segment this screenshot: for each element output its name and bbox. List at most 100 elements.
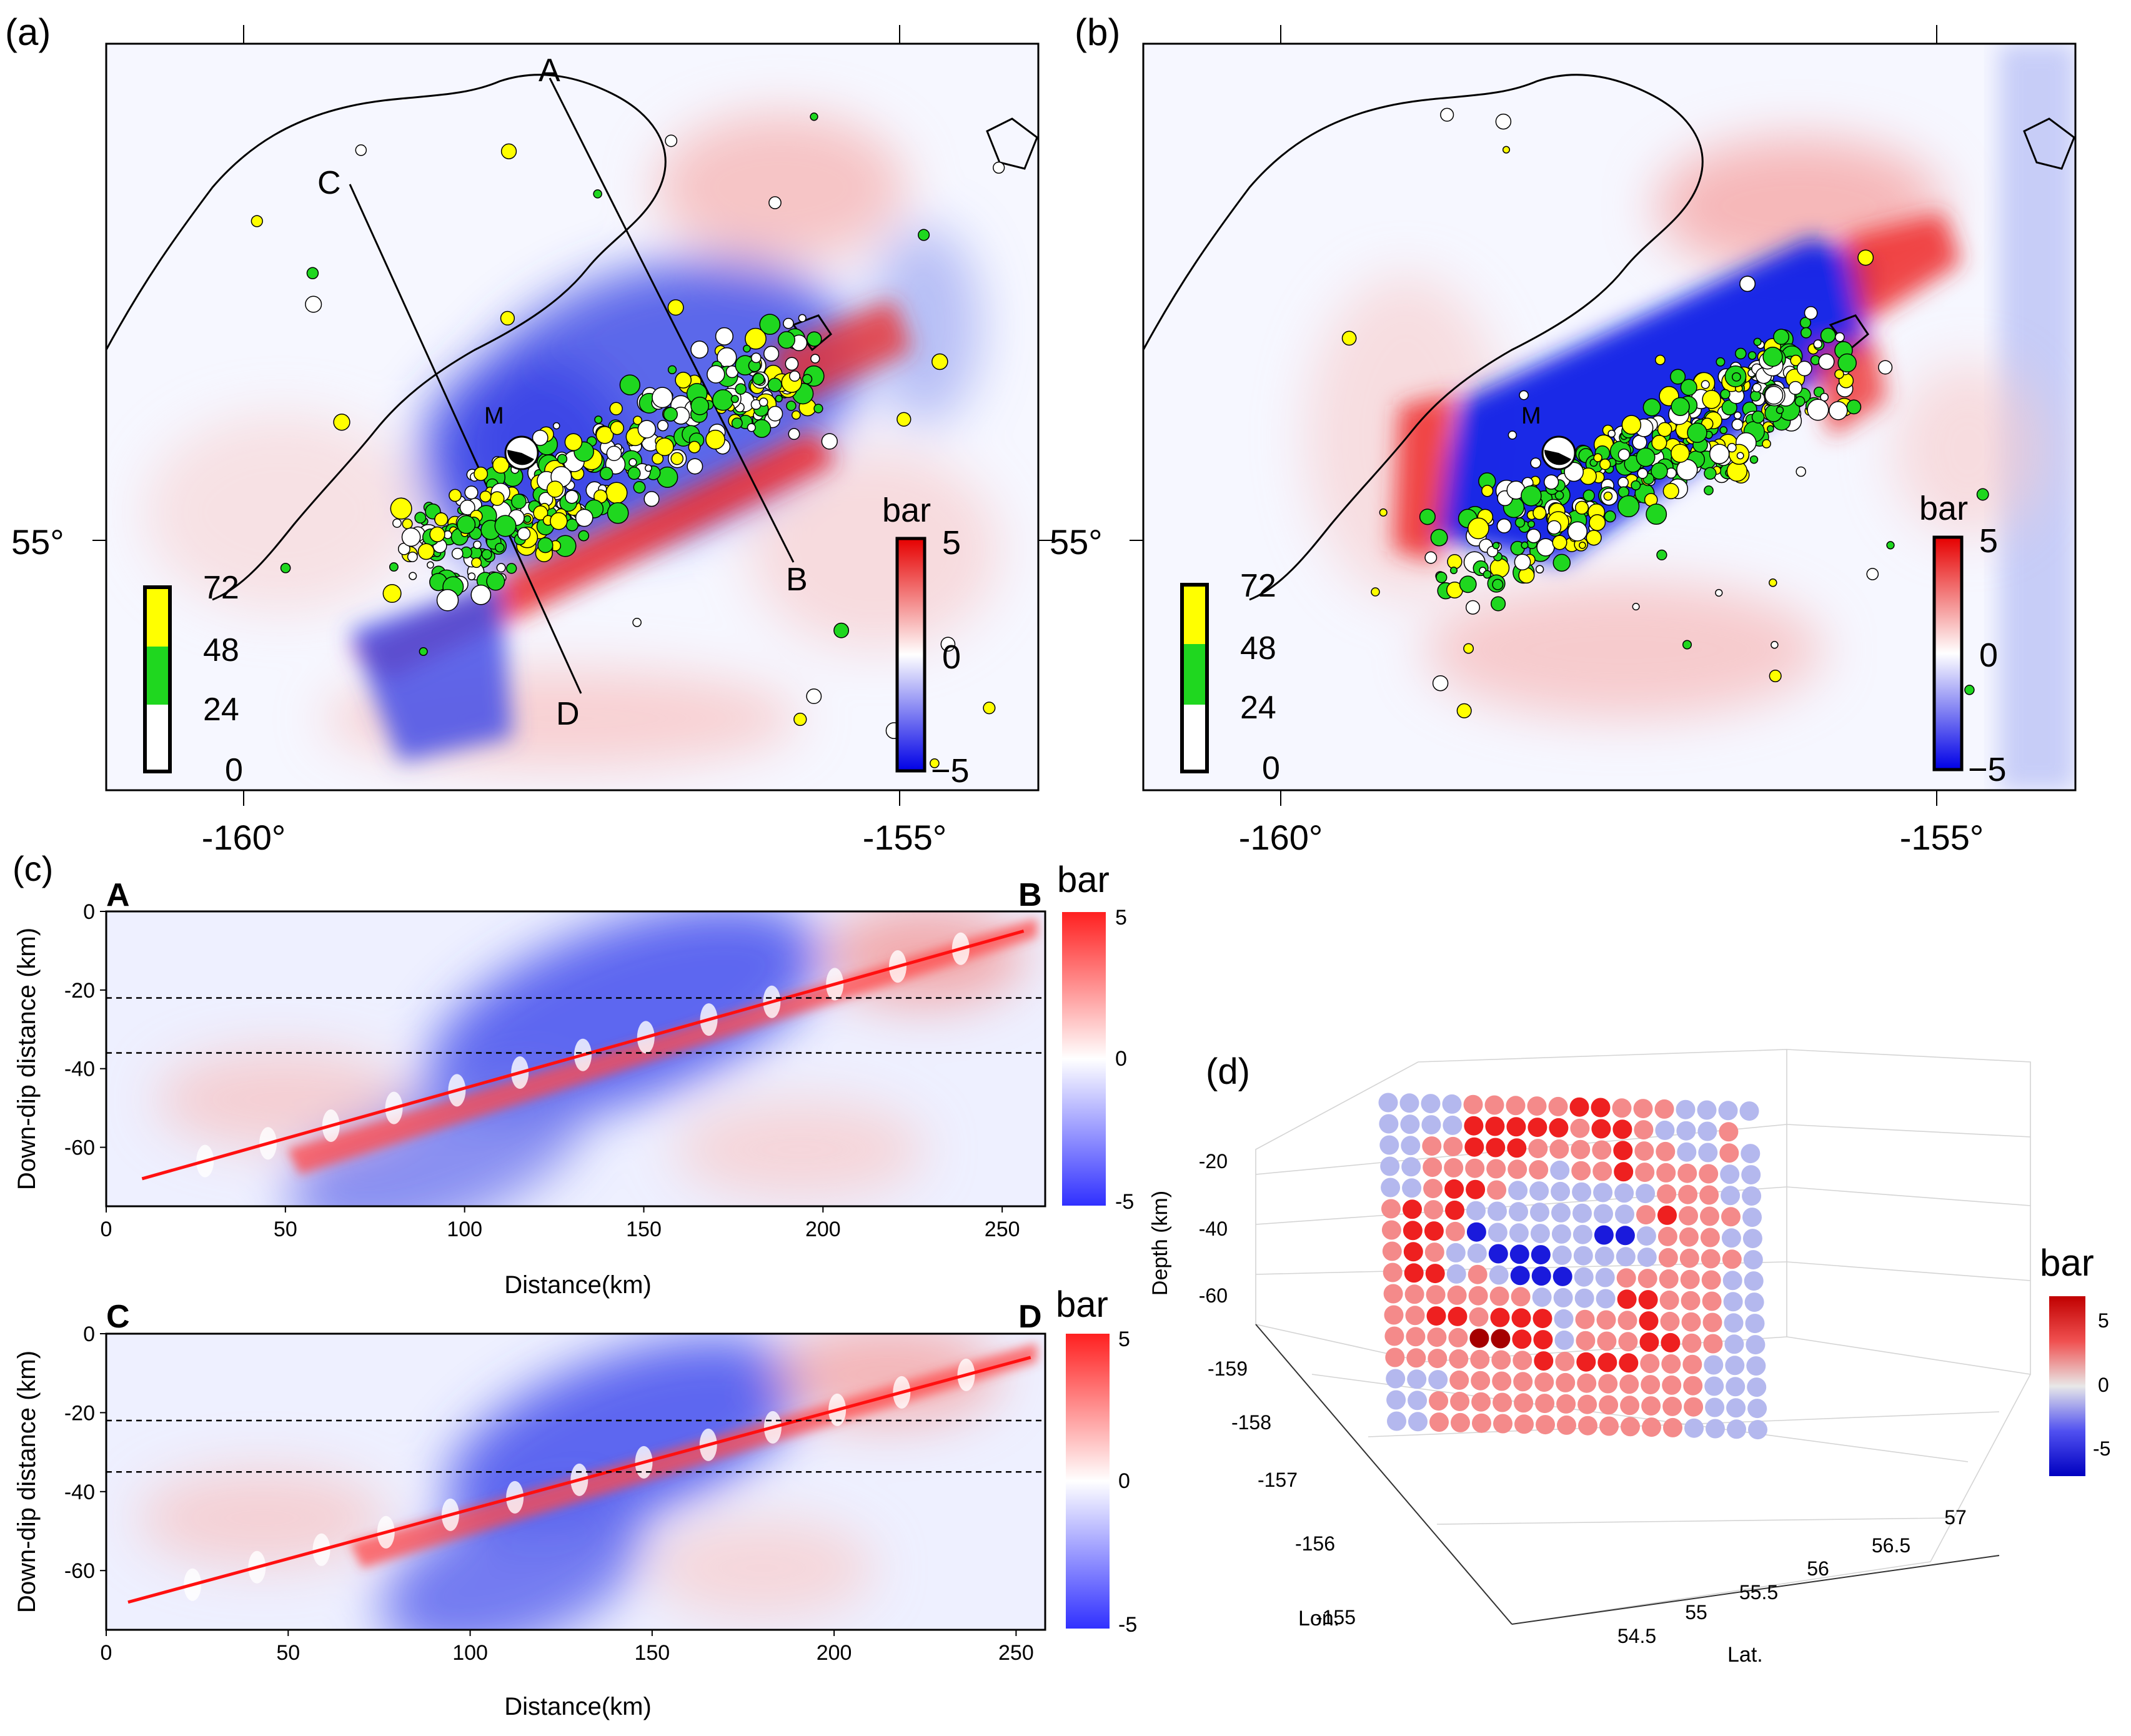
cd-cbar-tick-neg5: -5 [1118, 1613, 1137, 1637]
earthquake-dot [1547, 520, 1562, 535]
stress-dot [1719, 1122, 1739, 1142]
earthquake-dot [1468, 517, 1489, 540]
earthquake-dot [1878, 360, 1893, 375]
earthquake-dot [1773, 329, 1790, 345]
earthquake-dot [1671, 444, 1690, 463]
earthquake-dot [1651, 435, 1667, 451]
earthquake-dot [619, 374, 640, 395]
earthquake-dot [486, 572, 505, 591]
cd-x-tick-label: 100 [452, 1641, 488, 1665]
earthquake-dot [1519, 390, 1529, 400]
earthquake-dot [1636, 447, 1656, 467]
earthquake-dot [783, 317, 794, 329]
stress-dot [1399, 1093, 1419, 1113]
earthquake-dot [745, 327, 767, 350]
ab-x-tick-label: 50 [274, 1218, 297, 1241]
stress-dot [1444, 1179, 1464, 1199]
earthquake-dot [1739, 275, 1756, 292]
stress-dot [1386, 1390, 1406, 1410]
earthquake-dot [707, 365, 725, 384]
stress-dot [1570, 1118, 1590, 1138]
stress-dot [1721, 1207, 1741, 1227]
earthquake-dot [409, 572, 417, 580]
stress-dot [1620, 1396, 1640, 1416]
earthquake-dot [595, 425, 614, 444]
earthquake-dot [1731, 372, 1741, 382]
stress-dot [1552, 1245, 1572, 1265]
earthquake-dot [1536, 538, 1555, 557]
earthquake-dot [1449, 567, 1458, 575]
panel-d-zlabel: Depth (km) [1148, 1191, 1172, 1296]
stress-dot [1592, 1161, 1612, 1181]
earthquake-dot [1586, 530, 1602, 546]
earthquake-dot [1621, 415, 1642, 435]
earthquake-dot [1671, 397, 1690, 417]
stress-dot [1677, 1163, 1697, 1183]
earthquake-dot [1593, 453, 1602, 462]
stress-dot [1705, 1397, 1725, 1417]
d-depth-tick-label: -60 [1199, 1284, 1228, 1307]
earthquake-dot [1341, 330, 1357, 346]
d-lat-tick-label: 57 [1944, 1506, 1967, 1529]
stress-dot [1527, 1118, 1547, 1138]
earthquake-dot [1735, 347, 1747, 360]
stress-dot [1532, 1309, 1552, 1329]
stress-dot [1576, 1352, 1596, 1372]
earthquake-dot [777, 331, 795, 349]
stress-dot [1404, 1284, 1424, 1304]
earthquake-dot [786, 400, 797, 411]
stress-dot [1722, 1271, 1742, 1291]
stress-dot [1378, 1093, 1398, 1113]
stress-dot [1553, 1287, 1573, 1307]
stress-dot [1557, 1415, 1576, 1435]
stress-dot [1528, 1139, 1548, 1159]
stress-dot [1595, 1267, 1615, 1287]
earthquake-dot [417, 543, 435, 560]
stress-dot [1725, 1356, 1745, 1376]
cd-fault-trace [127, 1356, 1031, 1604]
earthquake-dot [492, 456, 510, 474]
stress-dot [1443, 1136, 1463, 1156]
earthquake-dot [1492, 578, 1504, 590]
stress-dot [1421, 1115, 1441, 1135]
earthquake-dot [479, 490, 492, 503]
earthquake-dot [1771, 641, 1779, 649]
earthquake-dot [1456, 703, 1472, 718]
earthquake-dot [1835, 332, 1845, 342]
stress-dot [1471, 1392, 1491, 1412]
stress-dot [1472, 1413, 1491, 1433]
stress-dot [1662, 1396, 1682, 1416]
panel-a-label: (a) [5, 11, 51, 53]
stress-dot [1383, 1262, 1403, 1282]
earthquake-dot [496, 563, 506, 573]
stress-dot [1637, 1247, 1657, 1267]
stress-dot [1449, 1370, 1469, 1390]
stress-dot [1676, 1121, 1696, 1141]
earthquake-dot [1651, 462, 1668, 480]
stress-dot [1700, 1228, 1720, 1247]
earthquake-dot [434, 512, 449, 527]
earthquake-dot [1709, 444, 1730, 464]
stress-dot [1384, 1326, 1404, 1346]
stress-dot [1487, 1180, 1507, 1200]
earthquake-dot [392, 518, 402, 528]
earthquake-dot [1579, 542, 1586, 549]
earthquake-dot [1687, 422, 1707, 444]
panel-a-map: (a) 55° -160° -155° A B C D M 72 48 24 0… [5, 11, 1052, 857]
earthquake-dot [401, 527, 421, 547]
stress-dot [1721, 1186, 1741, 1206]
ab-y-tick-label: 0 [83, 900, 95, 924]
earthquake-dot [564, 433, 583, 451]
stress-dot [1612, 1119, 1632, 1139]
earthquake-dot [1715, 588, 1723, 597]
earthquake-dot [1604, 510, 1616, 523]
stress-dot [1745, 1314, 1765, 1334]
stress-dot [1594, 1225, 1614, 1245]
stress-dot [1659, 1269, 1679, 1289]
earthquake-dot [355, 144, 367, 156]
cd-ylabel: Down-dip distance (km) [13, 1351, 41, 1613]
mainshock-label: M [484, 403, 504, 429]
stress-dot [1617, 1289, 1637, 1309]
earthquake-dot [1731, 419, 1744, 431]
stress-dot [1466, 1222, 1486, 1242]
